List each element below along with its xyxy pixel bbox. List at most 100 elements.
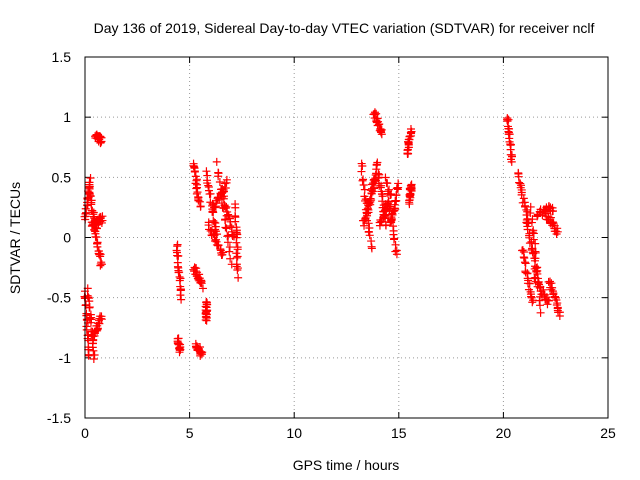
x-tick-labels: 0 5 10 15 20 25 (81, 425, 616, 441)
data-point (527, 292, 536, 301)
data-point (547, 285, 556, 294)
data-point (214, 172, 223, 181)
y-tick-label: 0 (63, 230, 71, 246)
data-point (97, 312, 106, 321)
data-point (521, 268, 530, 277)
data-point (221, 183, 230, 192)
data-point (385, 185, 394, 194)
data-point (194, 196, 203, 205)
data-point (209, 229, 218, 238)
data-point (365, 196, 374, 205)
data-point (85, 178, 94, 187)
data-points (80, 108, 564, 364)
data-point (374, 120, 383, 129)
data-point (97, 133, 106, 142)
data-point (388, 210, 397, 219)
data-point (224, 210, 233, 219)
data-point (394, 179, 403, 188)
x-tick-label: 15 (391, 425, 407, 441)
data-point (96, 252, 105, 261)
data-point (407, 180, 416, 189)
data-point (528, 298, 537, 307)
data-point (358, 176, 367, 185)
data-point (86, 174, 95, 183)
data-point (176, 274, 185, 283)
data-point (211, 235, 220, 244)
data-point (542, 293, 551, 302)
data-point (369, 176, 378, 185)
data-point (548, 206, 557, 215)
data-point (215, 178, 224, 187)
data-point (531, 239, 540, 248)
data-point (234, 273, 243, 282)
data-point (212, 157, 221, 166)
data-point (233, 265, 242, 274)
data-point (535, 301, 544, 310)
data-point (539, 285, 548, 294)
data-point (384, 198, 393, 207)
data-point (504, 115, 513, 124)
data-point (209, 208, 218, 217)
data-point (90, 351, 99, 360)
x-tick-label: 0 (81, 425, 89, 441)
data-point (544, 296, 553, 305)
data-point (176, 291, 185, 300)
data-point (219, 248, 228, 257)
data-point (214, 240, 223, 249)
data-point (389, 235, 398, 244)
data-point (87, 198, 96, 207)
data-point (543, 300, 552, 309)
data-point (391, 196, 400, 205)
data-point (98, 212, 107, 221)
data-point (86, 192, 95, 201)
data-point (195, 197, 204, 206)
data-point (91, 229, 100, 238)
data-point (198, 284, 207, 293)
data-point (535, 296, 544, 305)
data-point (555, 312, 564, 321)
data-point (96, 138, 105, 147)
data-point (174, 338, 183, 347)
data-point (193, 188, 202, 197)
data-point (89, 346, 98, 355)
data-point (197, 350, 206, 359)
data-point (528, 228, 537, 237)
data-point (548, 218, 557, 227)
data-point (525, 279, 534, 288)
data-point (221, 216, 230, 225)
data-point (175, 348, 184, 357)
data-point (392, 184, 401, 193)
chart-title: Day 136 of 2019, Sidereal Day-to-day VTE… (94, 20, 595, 36)
data-point (85, 314, 94, 323)
data-point (221, 204, 230, 213)
data-point (521, 259, 530, 268)
data-point (383, 189, 392, 198)
data-point (377, 130, 386, 139)
x-tick-label: 25 (600, 425, 616, 441)
data-point (358, 162, 367, 171)
data-point (206, 189, 215, 198)
x-axis-label: GPS time / hours (293, 457, 400, 473)
x-tick-label: 10 (286, 425, 302, 441)
y-axis-label: SDTVAR / TECUs (7, 182, 23, 294)
data-point (519, 194, 528, 203)
data-point (231, 217, 240, 226)
data-point (377, 217, 386, 226)
y-tick-label: -1 (59, 350, 72, 366)
data-point (232, 238, 241, 247)
data-point (225, 243, 234, 252)
data-point (391, 240, 400, 249)
data-point (204, 183, 213, 192)
data-point (366, 194, 375, 203)
data-point (373, 158, 382, 167)
y-tick-label: 1 (63, 109, 71, 125)
data-point (86, 318, 95, 327)
data-point (222, 202, 231, 211)
data-point (226, 254, 235, 263)
data-point (381, 220, 390, 229)
plot-frame (84, 56, 609, 419)
data-point (503, 114, 512, 123)
grid-lines (85, 57, 608, 418)
data-point (231, 203, 240, 212)
data-point (233, 252, 242, 261)
